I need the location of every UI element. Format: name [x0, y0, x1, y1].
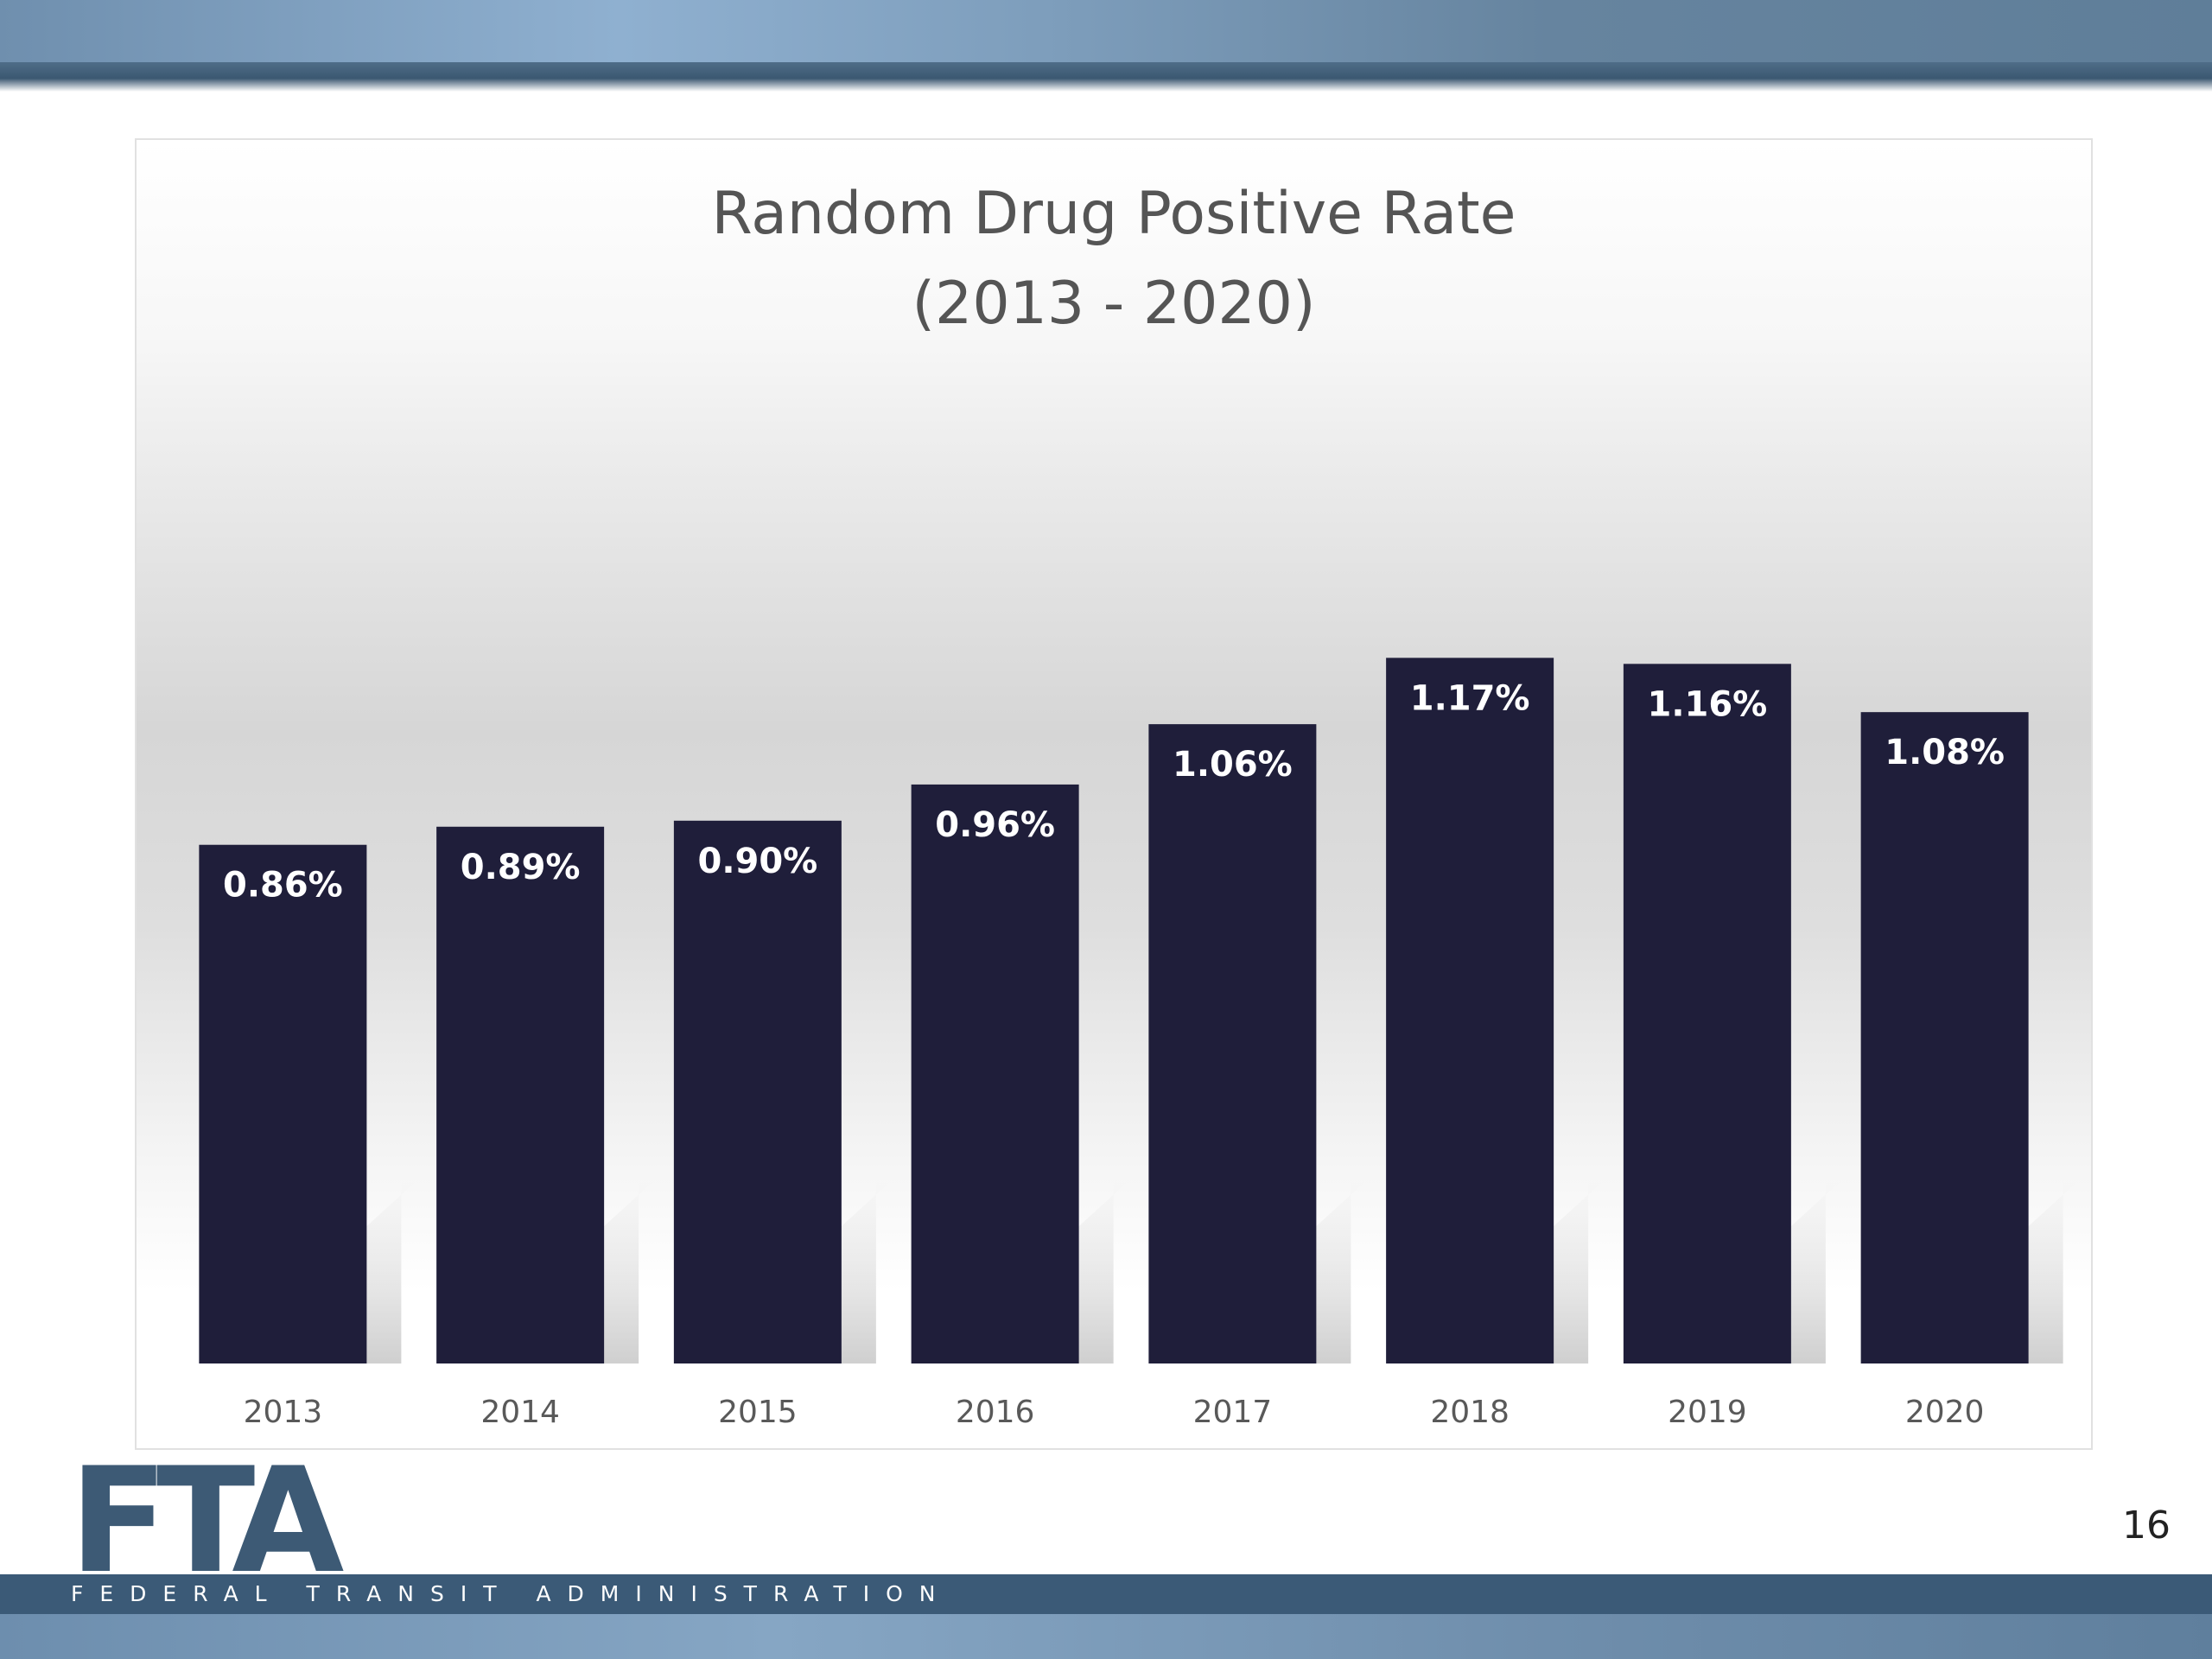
data-label-2019: 1.16% — [1647, 684, 1767, 724]
data-label-2015: 0.90% — [697, 842, 817, 881]
footer-bar — [0, 1574, 2212, 1614]
chart-title: Random Drug Positive Rate (2013 - 2020) — [135, 169, 2093, 349]
data-labels-group: 0.86% 0.89% 0.90% 0.96% 1.06% 1.17% 1.16% 1.08% — [223, 678, 2005, 905]
page-number: 16 — [2122, 1503, 2171, 1548]
bar-2019 — [1623, 664, 1791, 1363]
bar-2018 — [1386, 658, 1554, 1363]
x-tick-label-2015: 2015 — [718, 1395, 798, 1430]
x-tick-label-2016: 2016 — [956, 1395, 1035, 1430]
x-tick-label-2018: 2018 — [1430, 1395, 1510, 1430]
chart-title-line: Random Drug Positive Rate — [711, 180, 1516, 248]
x-tick-label-2019: 2019 — [1668, 1395, 1747, 1430]
bar-2017 — [1148, 724, 1317, 1363]
bar-2013 — [199, 844, 367, 1363]
x-tick-label-2017: 2017 — [1193, 1395, 1273, 1430]
data-label-2013: 0.86% — [223, 866, 343, 906]
data-label-2016: 0.96% — [935, 805, 1055, 845]
data-label-2014: 0.89% — [461, 848, 581, 887]
bar-2016 — [911, 784, 1079, 1363]
fta-logo: FTA — [69, 1436, 344, 1605]
x-tick-label-2013: 2013 — [244, 1395, 323, 1430]
footer-band — [0, 1614, 2212, 1659]
data-label-2020: 1.08% — [1885, 733, 2005, 772]
top-rule — [0, 62, 2212, 92]
data-label-2017: 1.06% — [1173, 745, 1293, 785]
bar-2014 — [436, 826, 605, 1363]
top-banner — [0, 0, 2212, 66]
x-axis-tick-labels: 2013 2014 2015 2016 2017 2018 2019 2020 — [244, 1395, 1985, 1430]
bars-group — [199, 658, 2029, 1363]
x-tick-label-2014: 2014 — [480, 1395, 560, 1430]
fta-logo-subtitle: FEDERAL TRANSIT ADMINISTRATION — [71, 1581, 952, 1606]
x-tick-label-2020: 2020 — [1905, 1395, 1985, 1430]
data-label-2018: 1.17% — [1410, 678, 1530, 718]
chart-subtitle: (2013 - 2020) — [912, 270, 1316, 338]
bar-2020 — [1860, 712, 2029, 1363]
bar-2015 — [673, 820, 842, 1363]
